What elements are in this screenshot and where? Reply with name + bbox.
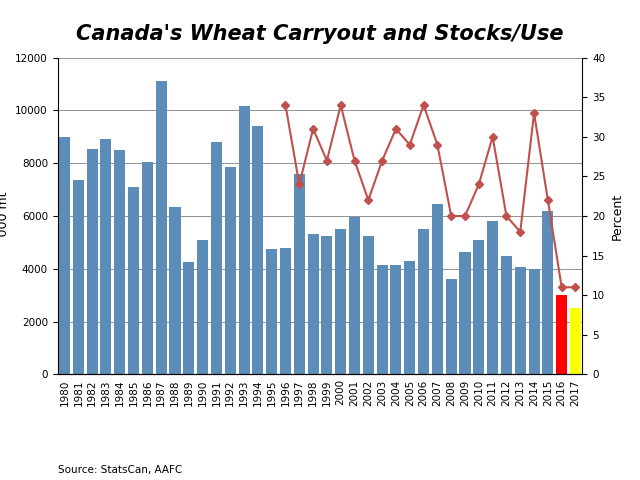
Bar bbox=[280, 248, 291, 374]
Text: Source: StatsCan, AAFC: Source: StatsCan, AAFC bbox=[58, 465, 182, 475]
Bar bbox=[349, 217, 360, 374]
Bar bbox=[225, 167, 236, 374]
Bar bbox=[170, 207, 180, 374]
Bar bbox=[266, 249, 277, 374]
Bar bbox=[418, 229, 429, 374]
Bar bbox=[114, 150, 125, 374]
Bar bbox=[570, 309, 581, 374]
Bar bbox=[73, 180, 84, 374]
Bar bbox=[363, 236, 374, 374]
Bar bbox=[474, 240, 484, 374]
Bar bbox=[321, 236, 332, 374]
Bar bbox=[197, 240, 208, 374]
Bar bbox=[335, 229, 346, 374]
Bar bbox=[556, 295, 567, 374]
Bar bbox=[460, 252, 470, 374]
Y-axis label: '000 mt: '000 mt bbox=[0, 192, 10, 240]
Bar bbox=[542, 211, 554, 374]
Bar bbox=[445, 279, 457, 374]
Bar bbox=[529, 269, 540, 374]
Bar bbox=[86, 149, 98, 374]
Bar bbox=[252, 126, 264, 374]
Bar bbox=[142, 162, 153, 374]
Bar bbox=[211, 142, 222, 374]
Bar bbox=[432, 204, 443, 374]
Bar bbox=[501, 255, 512, 374]
Bar bbox=[390, 265, 401, 374]
Bar bbox=[100, 140, 111, 374]
Bar bbox=[487, 221, 498, 374]
Bar bbox=[515, 267, 526, 374]
Y-axis label: Percent: Percent bbox=[611, 192, 624, 240]
Bar bbox=[59, 137, 70, 374]
Bar bbox=[239, 107, 250, 374]
Bar bbox=[156, 82, 166, 374]
Bar bbox=[294, 174, 305, 374]
Text: Canada's Wheat Carryout and Stocks/Use: Canada's Wheat Carryout and Stocks/Use bbox=[76, 24, 564, 44]
Bar bbox=[128, 187, 139, 374]
Bar bbox=[308, 235, 319, 374]
Bar bbox=[404, 261, 415, 374]
Bar bbox=[183, 262, 195, 374]
Bar bbox=[376, 265, 388, 374]
